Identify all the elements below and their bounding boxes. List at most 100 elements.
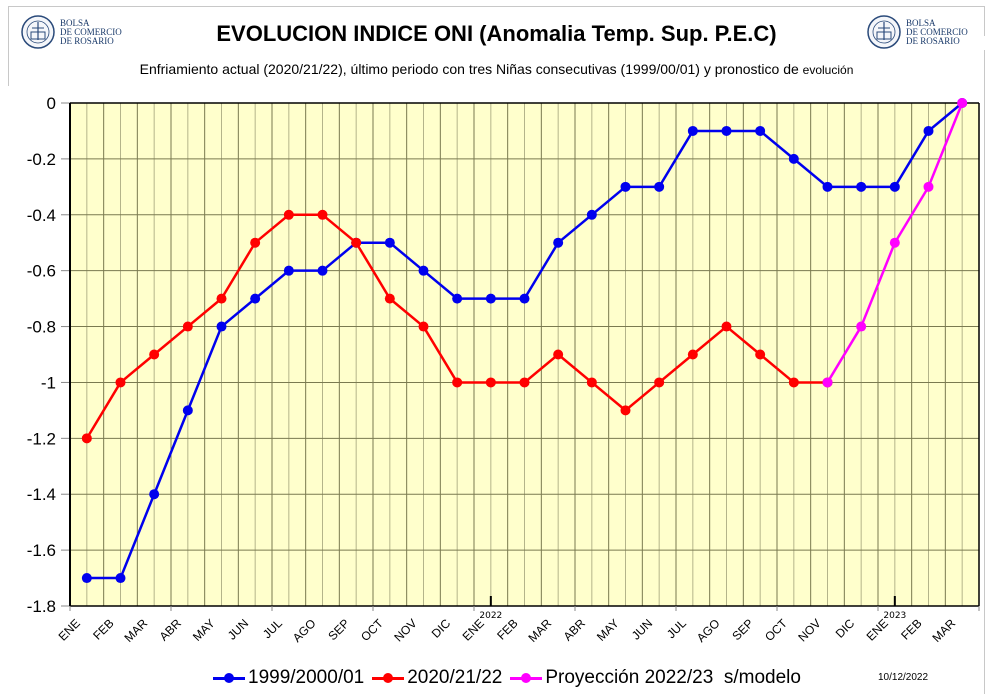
data-point bbox=[654, 377, 665, 388]
y-tick-label: -0.8 bbox=[27, 318, 56, 337]
data-point bbox=[250, 293, 261, 304]
data-point bbox=[856, 181, 867, 192]
logo-left-line3: DE ROSARIO bbox=[60, 35, 114, 46]
logo-left: BOLSA DE COMERCIO DE ROSARIO bbox=[20, 14, 122, 50]
logo-right: BOLSA DE COMERCIO DE ROSARIO bbox=[866, 14, 968, 50]
data-point bbox=[452, 293, 463, 304]
legend-item-1999: 1999/2000/01 bbox=[213, 667, 364, 689]
chart-legend: 1999/2000/01 2020/21/22 Proyección 2022/… bbox=[213, 667, 809, 689]
x-tick-label: NOV bbox=[795, 616, 823, 644]
y-tick-label: -1 bbox=[41, 373, 56, 392]
bolsa-emblem-icon bbox=[21, 15, 55, 49]
data-point bbox=[384, 293, 395, 304]
y-tick-label: -0.4 bbox=[27, 206, 56, 225]
x-tick-label: JUN bbox=[629, 616, 655, 642]
x-tick-label: MAY bbox=[190, 616, 218, 644]
legend-swatch-2020 bbox=[372, 671, 405, 685]
data-point bbox=[586, 377, 597, 388]
x-tick-label: ABR bbox=[561, 616, 589, 644]
data-point bbox=[485, 293, 496, 304]
data-point bbox=[115, 377, 126, 388]
x-tick-label: ENE bbox=[56, 616, 83, 643]
data-point bbox=[654, 181, 665, 192]
data-point bbox=[620, 405, 631, 416]
x-tick-label: AGO bbox=[290, 616, 319, 645]
logo-right-line1: BOLSA bbox=[906, 17, 936, 28]
x-tick-label: OCT bbox=[762, 616, 790, 644]
x-tick-label: DIC bbox=[429, 616, 454, 641]
data-point bbox=[755, 349, 766, 360]
data-point bbox=[519, 293, 530, 304]
logo-right-text: BOLSA DE COMERCIO DE ROSARIO bbox=[906, 17, 968, 46]
series-2020 bbox=[81, 209, 833, 444]
data-point bbox=[149, 489, 160, 500]
legend-label-2020: 2020/21/22 bbox=[407, 667, 503, 688]
legend-item-2020: 2020/21/22 bbox=[372, 667, 502, 689]
data-point bbox=[721, 125, 732, 136]
legend-item-projection: Proyección 2022/23 s/modelo bbox=[510, 667, 801, 689]
data-point bbox=[283, 265, 294, 276]
data-point bbox=[957, 98, 968, 108]
data-point bbox=[115, 573, 126, 584]
x-tick-label: ABR bbox=[157, 616, 185, 644]
chart-subtitle: Enfriamiento actual (2020/21/22), último… bbox=[0, 61, 993, 77]
data-point bbox=[822, 377, 833, 388]
x-tick-label: FEB bbox=[90, 616, 116, 642]
y-tick-label: 0 bbox=[47, 94, 56, 113]
data-point bbox=[856, 321, 867, 332]
y-tick-label: -1.8 bbox=[27, 597, 56, 616]
data-point bbox=[822, 181, 833, 192]
page-frame-right-lower bbox=[984, 50, 985, 694]
x-tick-label: JUN bbox=[225, 616, 251, 642]
x-tick-label: SEP bbox=[325, 616, 352, 643]
data-point bbox=[149, 349, 160, 360]
data-point bbox=[553, 237, 564, 248]
x-tick-label: MAY bbox=[594, 616, 622, 644]
legend-swatch-1999 bbox=[213, 671, 245, 685]
data-point bbox=[418, 265, 429, 276]
data-point bbox=[283, 209, 294, 220]
data-point bbox=[317, 209, 328, 220]
y-tick-label: -1.4 bbox=[27, 485, 56, 504]
data-point bbox=[519, 377, 530, 388]
data-point bbox=[553, 349, 564, 360]
data-point bbox=[351, 237, 362, 248]
data-point bbox=[923, 181, 934, 192]
x-tick-label: MAR bbox=[930, 616, 959, 645]
data-point bbox=[485, 377, 496, 388]
data-point bbox=[216, 321, 227, 332]
date-stamp: 10/12/2022 bbox=[878, 672, 929, 683]
subtitle-main: Enfriamiento actual (2020/21/22), último… bbox=[139, 61, 803, 77]
data-point bbox=[721, 321, 732, 332]
data-point bbox=[687, 125, 698, 136]
legend-label-projection: Proyección 2022/23 s/modelo bbox=[545, 667, 801, 688]
x-tick-label: JUL bbox=[260, 616, 285, 641]
logo-left-line1: BOLSA bbox=[60, 17, 90, 28]
data-point bbox=[687, 349, 698, 360]
data-point bbox=[418, 321, 429, 332]
y-tick-label: -0.2 bbox=[27, 150, 56, 169]
data-point bbox=[81, 433, 92, 444]
x-tick-label: JUL bbox=[664, 616, 689, 641]
legend-swatch-projection bbox=[510, 671, 543, 685]
x-tick-label: OCT bbox=[358, 616, 386, 644]
data-point bbox=[384, 237, 395, 248]
y-tick-label: -0.6 bbox=[27, 262, 56, 281]
logo-right-line2: DE COMERCIO bbox=[906, 26, 968, 37]
x-tick-label: AGO bbox=[694, 616, 723, 645]
data-point bbox=[788, 153, 799, 164]
logo-left-text: BOLSA DE COMERCIO DE ROSARIO bbox=[60, 17, 122, 46]
y-tick-label: -1.6 bbox=[27, 541, 56, 560]
x-tick-label: NOV bbox=[391, 616, 419, 644]
bolsa-emblem-icon bbox=[867, 15, 901, 49]
logo-right-line3: DE ROSARIO bbox=[906, 35, 960, 46]
logo-left-line2: DE COMERCIO bbox=[60, 26, 122, 37]
data-point bbox=[620, 181, 631, 192]
x-tick-label: MAR bbox=[526, 616, 555, 645]
data-point bbox=[182, 321, 193, 332]
data-point bbox=[182, 405, 193, 416]
data-point bbox=[317, 265, 328, 276]
data-point bbox=[788, 377, 799, 388]
chart-title: EVOLUCION INDICE ONI (Anomalia Temp. Sup… bbox=[216, 21, 777, 46]
